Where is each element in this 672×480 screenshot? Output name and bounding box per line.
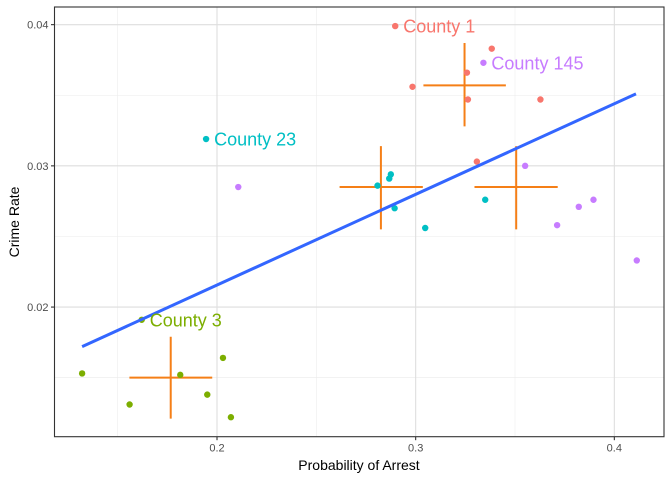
point-label: County 1 [403, 17, 475, 37]
data-point [633, 257, 640, 264]
y-axis-ticks: 0.02 0.03 0.04 [27, 20, 55, 314]
data-point [202, 135, 210, 143]
data-point [204, 391, 211, 398]
x-tick-label: 0.4 [607, 443, 622, 455]
fit-line [81, 92, 637, 348]
y-tick-label: 0.02 [27, 302, 48, 314]
data-point [126, 401, 133, 408]
data-point [219, 354, 227, 362]
point-label: County 23 [214, 130, 296, 150]
x-tick-label: 0.3 [408, 443, 423, 455]
data-point [473, 158, 481, 165]
data-point [235, 183, 242, 191]
x-tick-label: 0.2 [209, 443, 224, 455]
data-point [78, 370, 86, 377]
x-axis-title: Probability of Arrest [298, 457, 419, 473]
data-point [521, 162, 529, 170]
major-gridlines [54, 7, 664, 437]
data-point [177, 371, 184, 379]
point-label: County 145 [491, 53, 583, 73]
data-point [422, 224, 429, 232]
group-crosses [129, 43, 558, 419]
point-label: County 3 [150, 310, 222, 330]
y-tick-label: 0.04 [27, 20, 48, 32]
data-point [392, 22, 399, 30]
data-point [488, 45, 495, 52]
data-point [463, 69, 471, 76]
x-axis-ticks: 0.2 0.3 0.4 [209, 436, 622, 455]
data-point [482, 196, 489, 203]
data-points [78, 22, 640, 421]
data-point [537, 96, 544, 103]
data-point [480, 59, 487, 66]
data-point [464, 96, 472, 103]
data-point [227, 414, 235, 421]
point-labels: County 1 County 145 County 23 County 3 [150, 17, 584, 331]
regression-line [81, 92, 637, 348]
data-point [590, 196, 597, 203]
data-point [553, 221, 561, 229]
y-axis-title: Crime Rate [6, 186, 22, 257]
panel-background [54, 7, 664, 437]
y-tick-label: 0.03 [27, 161, 48, 173]
data-point [386, 175, 393, 182]
panel-border [53, 6, 665, 438]
data-point [374, 182, 381, 189]
data-point [409, 83, 416, 90]
data-point [391, 205, 398, 212]
data-point [575, 203, 582, 211]
